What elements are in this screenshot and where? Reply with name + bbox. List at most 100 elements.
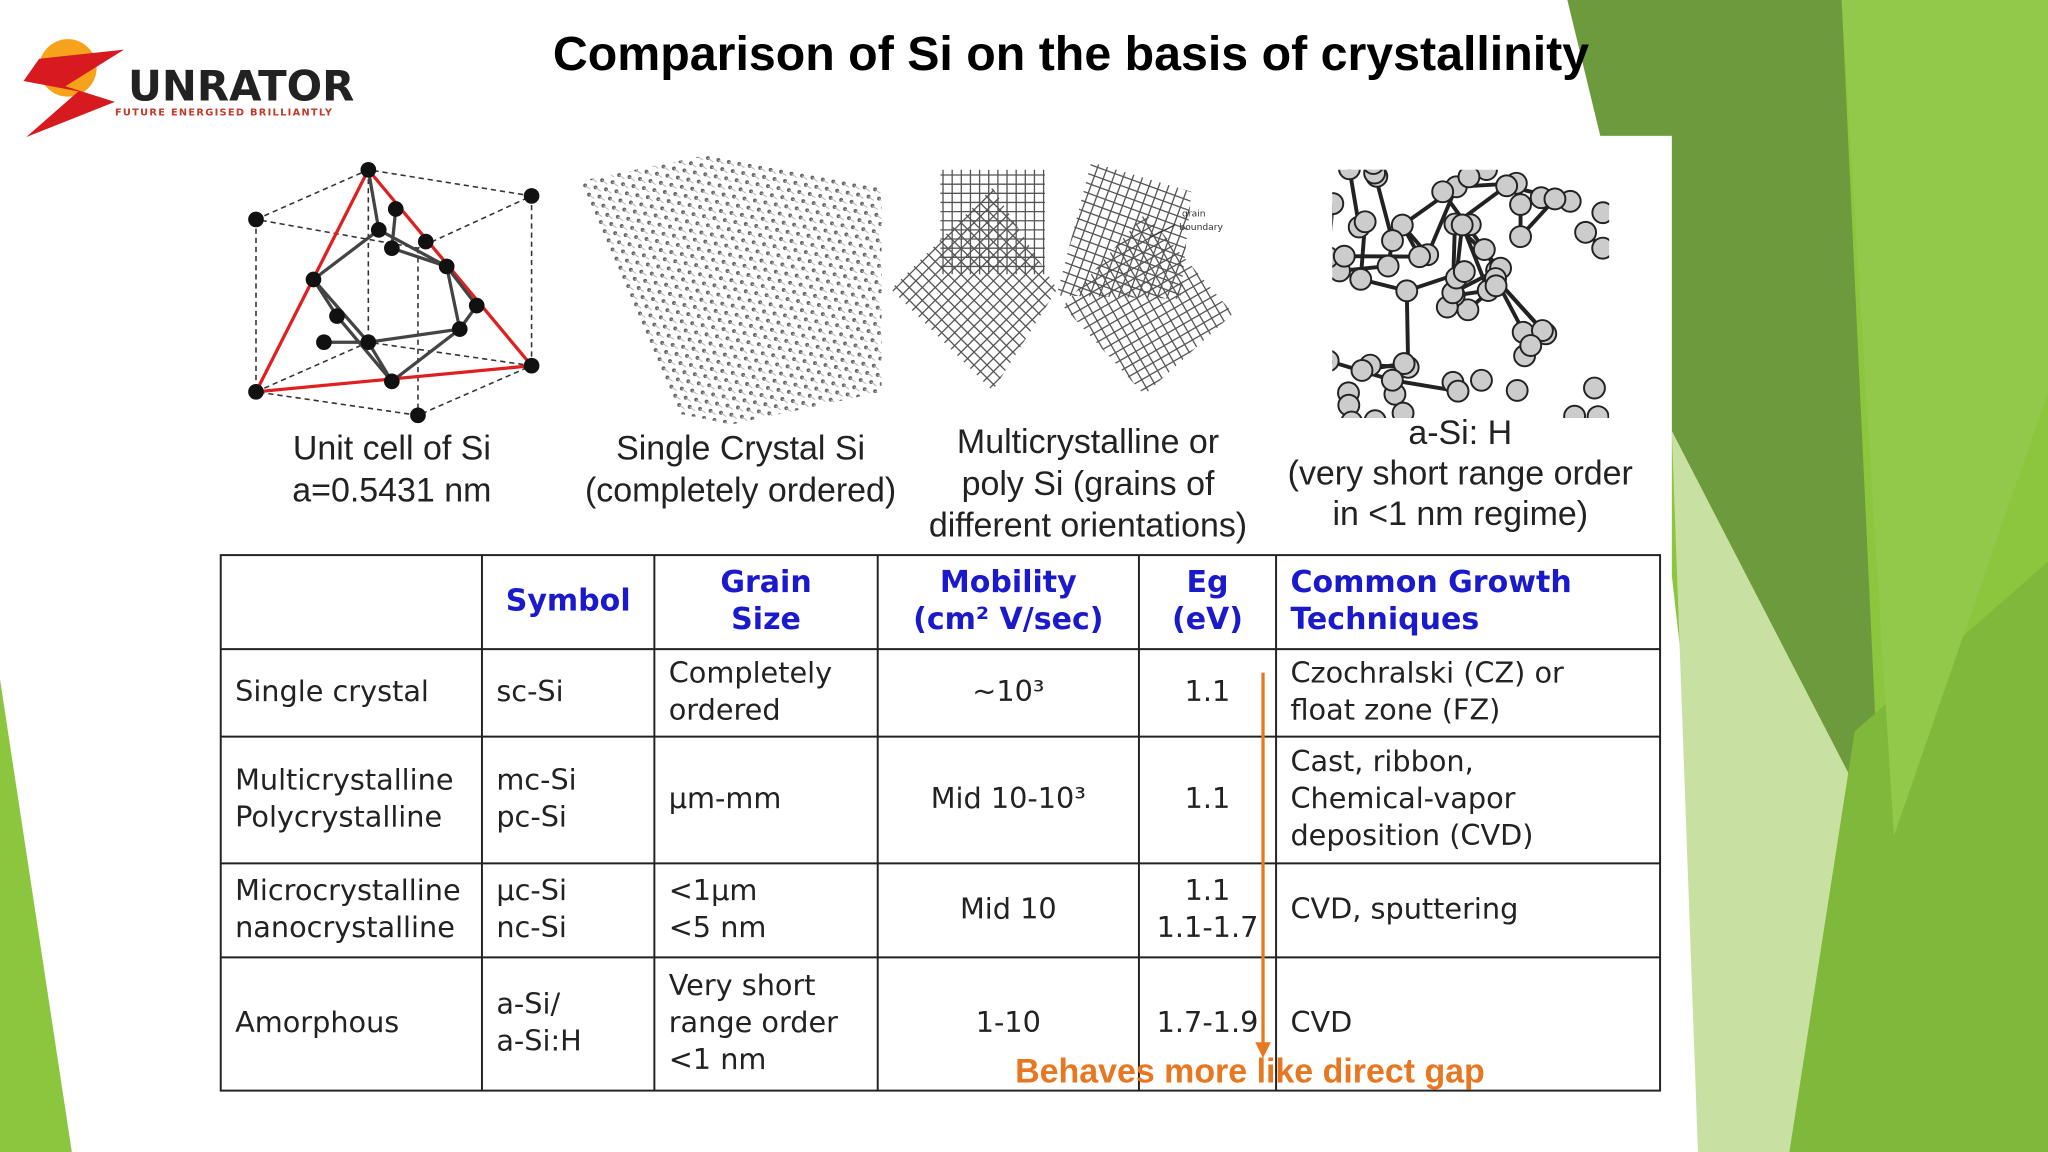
header-cell: Eg — [1187, 565, 1229, 600]
captions: Unit cell of Sia=0.5431 nm Single Crystal… — [292, 414, 1633, 545]
bond — [765, 336, 771, 342]
bond — [682, 279, 689, 284]
bond — [873, 230, 880, 236]
bond — [827, 213, 834, 219]
atom — [1338, 169, 1361, 181]
bond — [761, 260, 768, 265]
bond — [672, 344, 679, 350]
bond — [766, 227, 773, 233]
bond — [584, 185, 591, 190]
bond — [827, 281, 834, 286]
bond — [757, 385, 764, 391]
bond — [668, 200, 675, 206]
bond — [806, 209, 813, 215]
atom — [1583, 376, 1606, 400]
bond — [752, 283, 758, 289]
bond — [750, 325, 757, 331]
bond — [768, 278, 775, 284]
bond — [793, 291, 800, 297]
atom — [1380, 368, 1404, 392]
bond — [732, 305, 739, 310]
lattice-line — [890, 248, 1095, 391]
bond — [770, 371, 777, 376]
bond — [655, 282, 662, 288]
bond — [698, 248, 705, 254]
bond — [681, 253, 688, 259]
bond — [762, 285, 769, 291]
bond — [860, 379, 867, 385]
bond — [778, 389, 784, 395]
bond — [761, 327, 768, 333]
bond — [761, 394, 768, 400]
bond — [789, 215, 796, 220]
header-cell: Symbol — [506, 584, 631, 619]
bond — [849, 243, 856, 248]
bond — [853, 252, 860, 258]
bond — [715, 175, 722, 181]
bond — [691, 390, 698, 395]
bond — [770, 303, 777, 309]
bond — [680, 160, 687, 166]
lattice-line — [890, 215, 1095, 391]
bond — [753, 309, 760, 314]
bond — [741, 214, 748, 220]
bond — [654, 324, 660, 329]
bond — [817, 279, 824, 284]
bond — [654, 189, 660, 195]
table-cell: Multicrystalline — [235, 762, 453, 796]
bond — [799, 191, 805, 197]
bond — [727, 337, 734, 343]
bond — [697, 290, 704, 295]
bond — [643, 322, 650, 327]
bond — [706, 199, 713, 205]
atom — [879, 247, 882, 252]
bond — [797, 300, 804, 306]
bond — [710, 275, 717, 281]
bond — [793, 224, 800, 229]
bond — [738, 298, 745, 303]
table-cell: Microcrystalline — [235, 873, 461, 907]
bond — [656, 240, 663, 246]
bond — [779, 347, 786, 353]
header-cell: Size — [731, 602, 801, 637]
bond — [801, 175, 808, 181]
bond — [780, 238, 787, 244]
bond — [703, 350, 710, 356]
bond — [813, 337, 820, 342]
bond — [667, 175, 673, 181]
bond — [843, 250, 850, 256]
bond — [857, 194, 864, 199]
bond — [678, 404, 685, 410]
bond — [859, 219, 865, 225]
bond — [822, 246, 829, 252]
bond — [712, 326, 719, 332]
bond — [829, 373, 835, 379]
bond — [689, 271, 696, 277]
bond — [647, 196, 654, 202]
bond — [825, 230, 832, 235]
bond — [694, 171, 701, 177]
bond — [880, 358, 882, 363]
bond — [745, 223, 752, 229]
bond — [762, 352, 769, 358]
logo: UNRATOR FUTURE ENERGISED BRILLIANTLY — [23, 39, 354, 138]
bond — [720, 412, 727, 418]
atom — [1484, 274, 1508, 298]
bond — [759, 301, 766, 307]
bond — [753, 376, 760, 382]
bond — [780, 373, 787, 378]
bond — [661, 207, 668, 213]
bond — [802, 267, 809, 273]
bond — [736, 247, 743, 252]
bond — [791, 240, 798, 246]
bond — [668, 335, 675, 341]
bond — [754, 267, 761, 273]
bond — [835, 366, 842, 372]
bond — [731, 414, 737, 420]
bond — [657, 333, 664, 339]
bond — [719, 252, 726, 258]
table-cell: 1.1 — [1185, 674, 1231, 708]
bond — [702, 324, 709, 330]
bond — [620, 267, 626, 273]
